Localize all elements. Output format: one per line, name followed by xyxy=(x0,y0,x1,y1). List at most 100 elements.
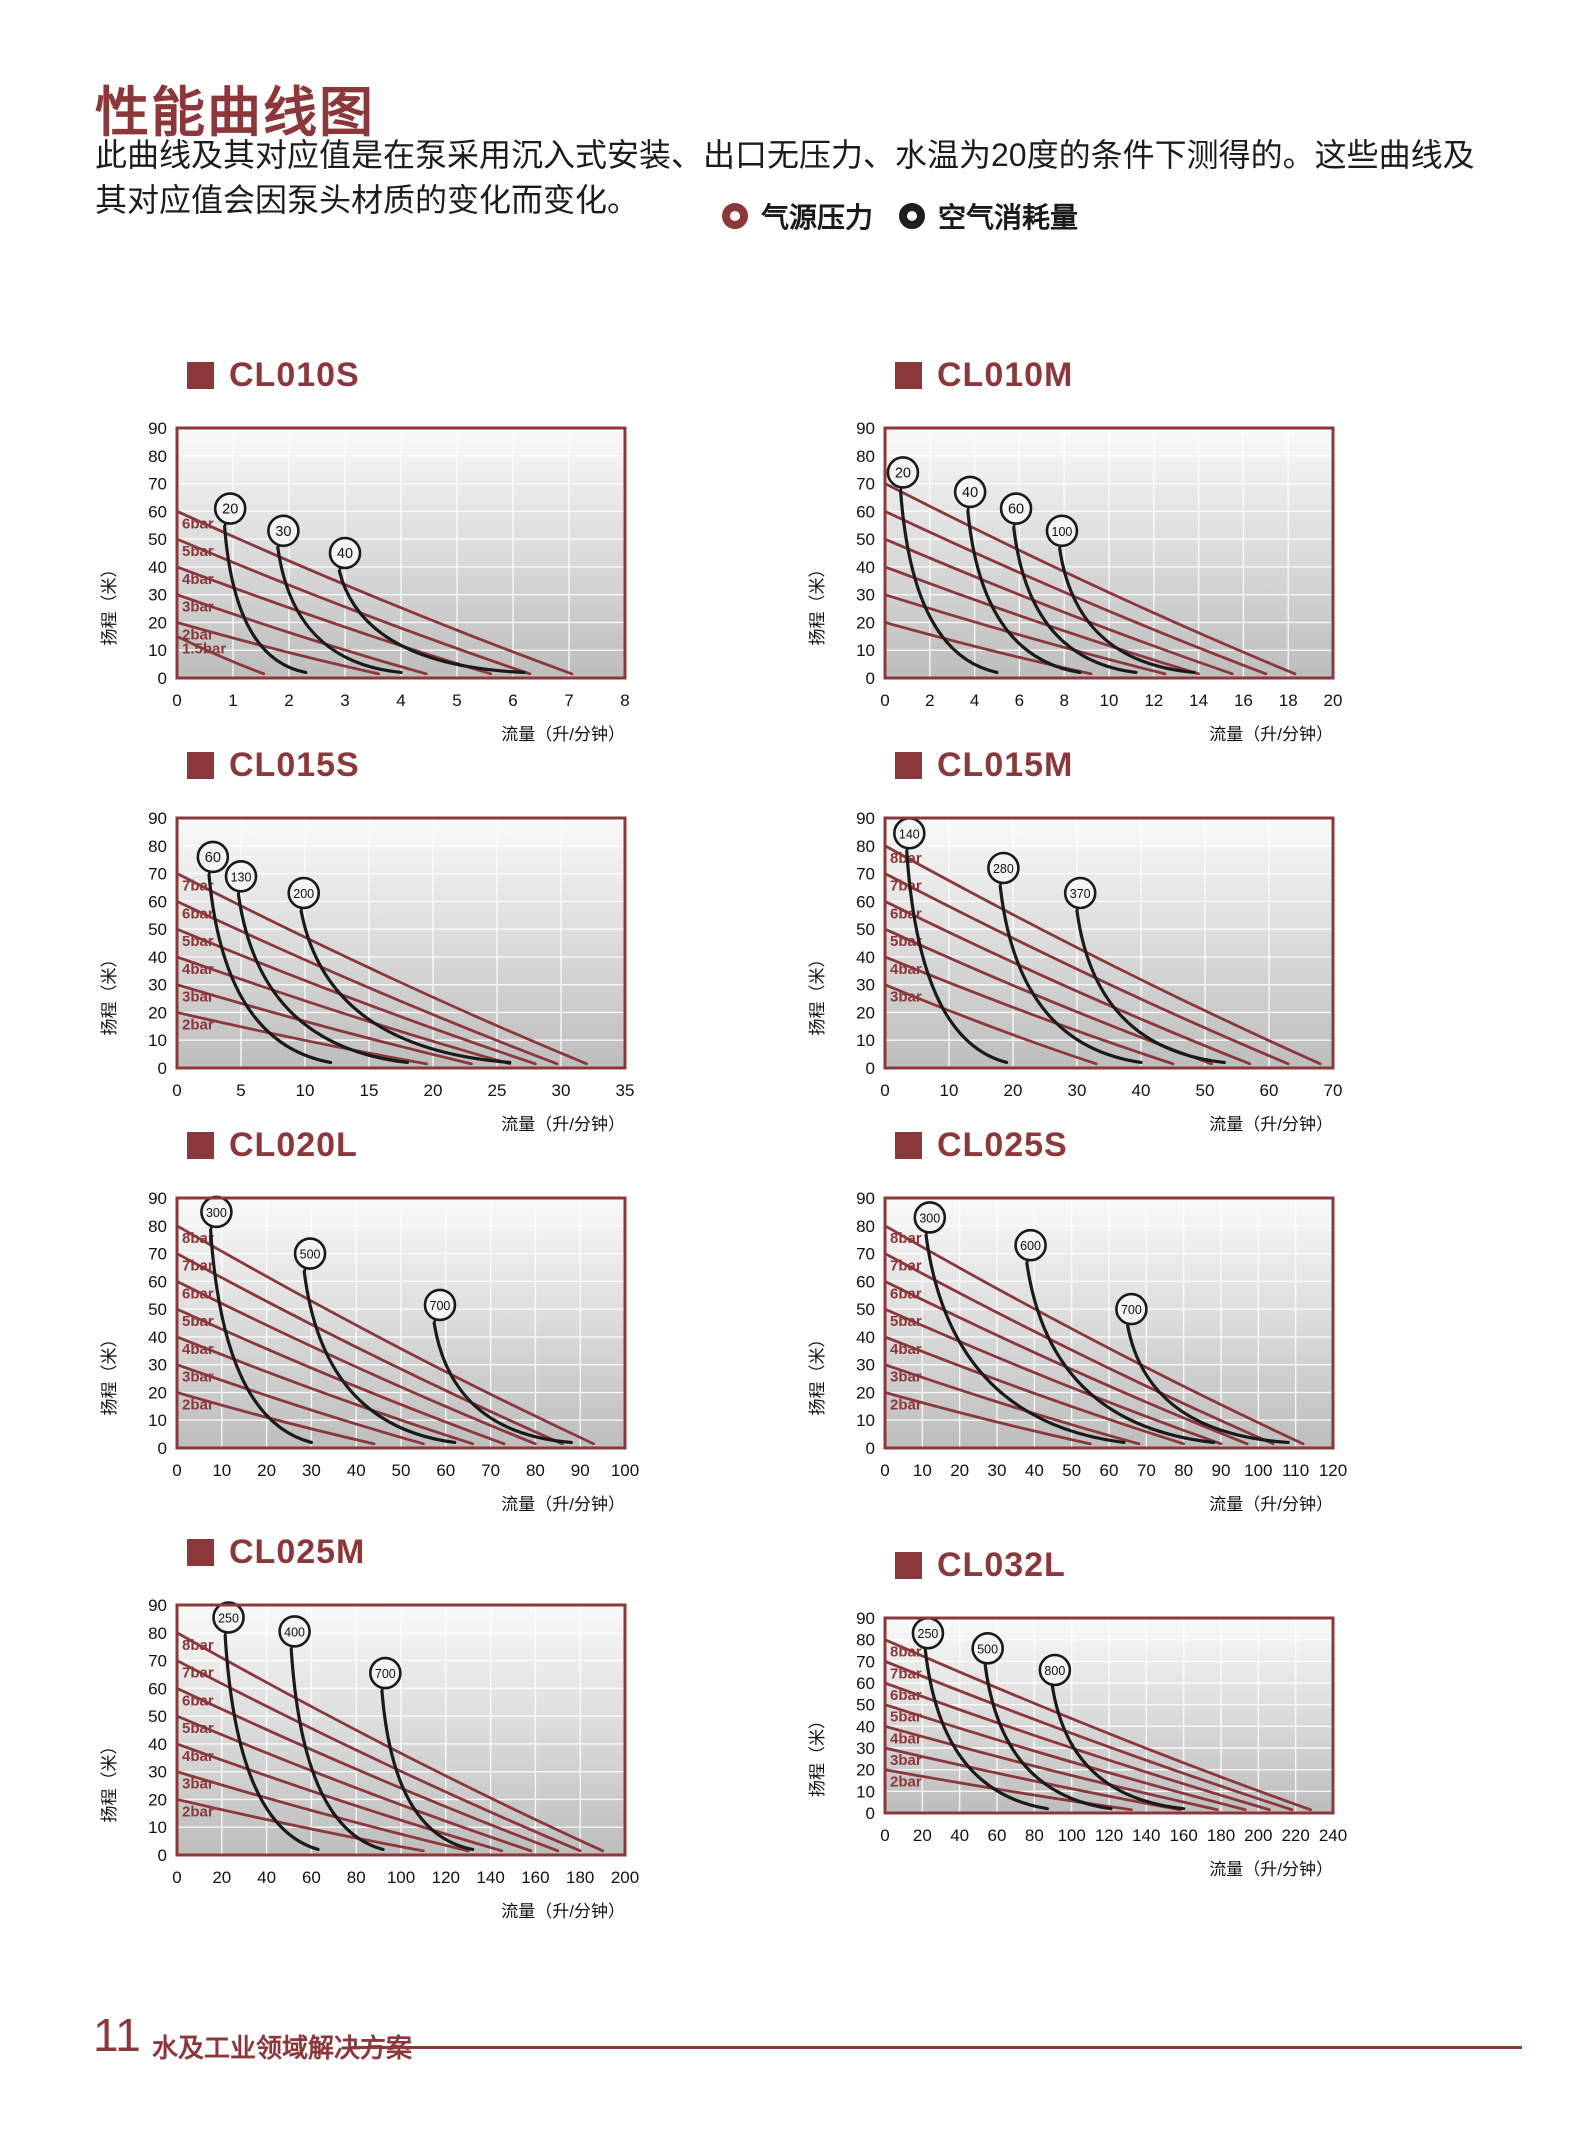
x-tick-label: 20 xyxy=(913,1826,932,1845)
x-tick-label: 16 xyxy=(1234,691,1253,710)
pressure-curve xyxy=(175,1335,475,1446)
x-tick-label: 10 xyxy=(1100,691,1119,710)
chart-svg-CL015S: 7bar6bar5bar4bar3bar2bar6013020001020304… xyxy=(100,809,634,1134)
air-consumption-value: 20 xyxy=(222,502,238,518)
pressure-curve-label: 2bar xyxy=(182,1016,214,1033)
y-tick-label: 70 xyxy=(148,1245,167,1264)
chart-title-square-icon xyxy=(895,361,922,389)
y-tick-label: 60 xyxy=(856,1674,875,1693)
pressure-curve xyxy=(175,1686,560,1853)
plot-frame xyxy=(175,426,627,680)
y-tick-label: 30 xyxy=(148,976,167,995)
air-pressure-legend-icon xyxy=(722,203,748,229)
pressure-curve-label: 3bar xyxy=(182,1369,214,1386)
x-tick-label: 20 xyxy=(1004,1081,1023,1100)
air-consumption-marker xyxy=(328,536,362,570)
x-tick-label: 14 xyxy=(1189,691,1208,710)
x-tick-label: 20 xyxy=(950,1461,969,1480)
y-tick-label: 90 xyxy=(148,1189,167,1208)
air-consumption-curve xyxy=(337,569,526,675)
y-tick-label: 50 xyxy=(148,920,167,939)
pressure-curve xyxy=(883,955,1175,1066)
chart-title: CL015M xyxy=(895,745,1363,785)
x-tick-label: 120 xyxy=(1319,1461,1347,1480)
chart-svg-CL010M: 20 40 60 100 0 10 20 30 40 50 60 70 80 90 0 2 4 6 8 10 12 14 1… xyxy=(808,419,1343,744)
y-tick-label: 10 xyxy=(856,641,875,660)
x-tick-label: 100 xyxy=(387,1868,415,1887)
pressure-curve-label: 6bar xyxy=(182,515,214,532)
x-tick-label: 70 xyxy=(481,1461,500,1480)
y-tick-label: 40 xyxy=(856,558,875,577)
air-consumption-value: 700 xyxy=(375,1667,396,1681)
x-tick-label: 60 xyxy=(988,1826,1007,1845)
y-tick-label: 0 xyxy=(866,1804,875,1823)
x-tick-label: 5 xyxy=(452,691,461,710)
y-tick-label: 90 xyxy=(856,809,875,828)
y-tick-label: 70 xyxy=(856,1652,875,1671)
air-consumption-marker xyxy=(293,1237,327,1270)
y-tick-label: 30 xyxy=(148,1763,167,1782)
x-axis-title: 流量（升/分钟） xyxy=(501,725,625,744)
air-consumption-marker xyxy=(1014,1228,1047,1262)
y-tick-label: 70 xyxy=(856,1245,875,1264)
air-consumption-value: 60 xyxy=(205,850,221,866)
pressure-curve xyxy=(883,899,1252,1066)
air-consumption-value: 300 xyxy=(206,1206,227,1220)
x-tick-label: 160 xyxy=(1169,1826,1197,1845)
x-axis-title: 流量（升/分钟） xyxy=(501,1902,625,1921)
y-tick-label: 30 xyxy=(148,1356,167,1375)
pressure-curve-label: 4bar xyxy=(890,961,922,978)
air-consumption-curve xyxy=(1025,1261,1216,1445)
description: 此曲线及其对应值是在泵采用沉入式安装、出口无压力、水温为20度的条件下测得的。这… xyxy=(95,137,1475,219)
x-tick-label: 30 xyxy=(1068,1081,1087,1100)
chart-svg-CL015M: 8bar7bar6bar5bar4bar3bar1402803700102030… xyxy=(808,809,1342,1134)
pressure-curve xyxy=(883,872,1290,1066)
pressure-curve-label: 5bar xyxy=(890,1709,922,1726)
pressure-curve-label: 4bar xyxy=(890,1730,922,1747)
pressure-curve xyxy=(883,1224,1305,1446)
x-tick-label: 0 xyxy=(880,1461,889,1480)
chart-name: CL025S xyxy=(937,1125,1068,1164)
plot-frame xyxy=(175,1196,627,1450)
air-consumption-value: 500 xyxy=(300,1248,321,1262)
air-consumption-curve xyxy=(207,873,333,1065)
x-tick-label: 4 xyxy=(970,691,979,710)
pressure-curve-label: 7bar xyxy=(182,1258,214,1275)
pressure-curve-label: 5bar xyxy=(182,543,214,560)
chart-title-square-icon xyxy=(895,751,922,779)
air-consumption-value: 20 xyxy=(895,465,911,481)
air-consumption-curve xyxy=(276,545,403,675)
air-consumption-curve xyxy=(209,1228,313,1445)
y-tick-label: 20 xyxy=(856,613,875,632)
air-consumption-value: 250 xyxy=(918,1627,939,1641)
y-tick-label: 0 xyxy=(866,1439,875,1458)
x-tick-label: 60 xyxy=(436,1461,455,1480)
pressure-curve xyxy=(175,1391,376,1446)
air-consumption-curve xyxy=(905,849,1009,1065)
x-axis-title: 流量（升/分钟） xyxy=(501,1115,625,1134)
y-tick-label: 80 xyxy=(148,837,167,856)
air-consumption-curve xyxy=(998,884,1143,1065)
y-tick-label: 0 xyxy=(158,1059,167,1078)
x-tick-label: 30 xyxy=(552,1081,571,1100)
y-tick-label: 0 xyxy=(158,1846,167,1865)
pressure-curve xyxy=(883,1391,1092,1446)
y-tick-label: 50 xyxy=(856,530,875,549)
pressure-curve-label: 3bar xyxy=(890,1369,922,1386)
pressure-curve-label: 2bar xyxy=(890,1396,922,1413)
x-tick-label: 8 xyxy=(620,691,629,710)
y-axis-title: 扬程（米） xyxy=(100,1738,119,1823)
x-tick-label: 20 xyxy=(1324,691,1343,710)
air-consumption-legend-icon xyxy=(899,203,926,229)
air-consumption-value: 30 xyxy=(275,524,291,540)
pressure-curve-label: 7bar xyxy=(890,1258,922,1275)
y-tick-label: 30 xyxy=(148,586,167,605)
pressure-curve-label: 2bar xyxy=(182,1396,214,1413)
y-tick-label: 70 xyxy=(148,475,167,494)
x-tick-label: 0 xyxy=(880,1826,889,1845)
y-tick-label: 40 xyxy=(856,948,875,967)
y-tick-label: 10 xyxy=(148,641,167,660)
pressure-curve-label: 6bar xyxy=(890,1285,922,1302)
pressure-curve-label: 5bar xyxy=(182,933,214,950)
x-tick-label: 60 xyxy=(1100,1461,1119,1480)
